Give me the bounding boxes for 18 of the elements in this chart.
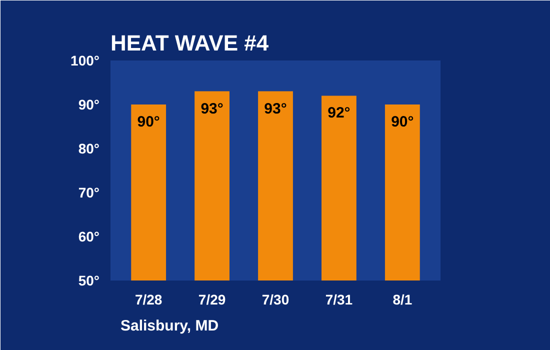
y-tick-label: 60° [78,228,100,244]
chart-title: HEAT WAVE #4 [110,30,270,56]
data-label: 93° [200,100,224,118]
x-tick-label: 7/31 [325,292,353,308]
y-tick-label: 80° [78,140,100,156]
y-tick-label: 50° [78,272,100,288]
data-label: 93° [264,100,287,118]
data-label: 92° [328,104,350,122]
data-label: 90° [391,114,414,130]
y-tick-label: 100° [70,52,100,68]
text: Salisbury, MD [120,318,219,334]
y-tick-label: 90° [78,96,100,112]
x-tick-label: 7/28 [134,292,162,308]
x-tick-label: 7/30 [262,292,290,308]
data-label: 90° [137,114,160,130]
x-tick-label: 8/1 [392,292,412,308]
x-tick-label: 7/29 [198,292,226,308]
y-tick-label: 70° [78,184,100,200]
